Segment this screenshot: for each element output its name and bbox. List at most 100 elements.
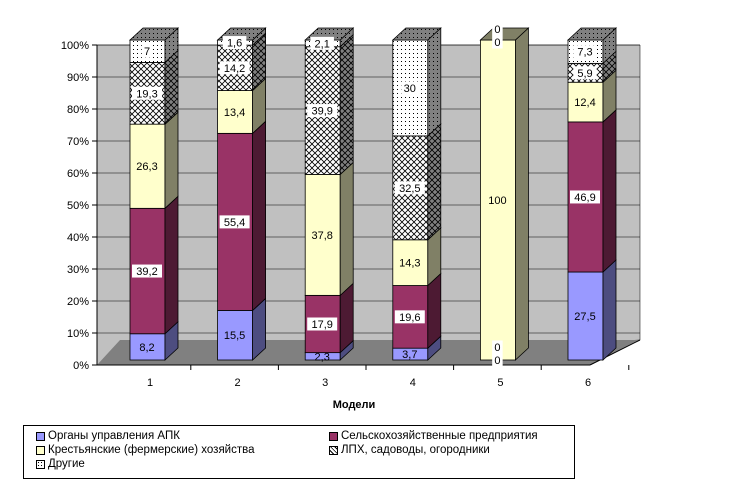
data-label-bg <box>401 81 419 95</box>
data-label-bg <box>219 61 250 75</box>
data-label: 2,3 <box>315 351 330 363</box>
legend-item: Другие <box>36 458 85 470</box>
data-label: 14,3 <box>399 258 420 270</box>
data-label: 32,5 <box>399 183 420 195</box>
data-label: 5,9 <box>577 68 592 80</box>
data-label: 0 <box>494 355 500 367</box>
bar-segment-side <box>164 49 179 126</box>
legend-swatch-crosshatch <box>329 445 338 455</box>
legend-item: ЛПХ, садоводы, огородники <box>329 444 490 456</box>
legend-label: Другие <box>48 458 85 470</box>
legend-swatch <box>36 431 45 441</box>
bar-top <box>391 27 442 41</box>
y-tick-label: 30% <box>67 264 89 276</box>
bar-segment-side <box>602 109 617 273</box>
data-label: 1,6 <box>227 38 242 50</box>
floor <box>97 340 640 365</box>
data-label: 15,5 <box>224 330 245 342</box>
data-label-bg <box>570 190 600 204</box>
data-label: 30 <box>404 83 416 95</box>
data-label: 27,5 <box>574 311 595 323</box>
data-label-bg <box>307 317 338 331</box>
legend: Органы управления АПК Сельскохозяйственны… <box>23 425 575 479</box>
data-label-bg <box>394 181 425 195</box>
legend-item: Органы управления АПК <box>36 430 180 442</box>
bar-segment <box>567 271 604 361</box>
data-label-bg <box>219 215 250 229</box>
data-label-bg <box>132 86 162 100</box>
data-label: 100 <box>488 195 506 207</box>
legend-item: Сельскохозяйственные предприятия <box>329 430 538 442</box>
data-label: 26,3 <box>136 161 157 173</box>
legend-item: Крестьянские (фермерские) хозяйства <box>36 444 254 456</box>
data-label-bg <box>310 36 334 50</box>
x-tick-label: 6 <box>585 377 591 389</box>
data-label-bg <box>492 35 503 49</box>
floor-edge <box>589 339 641 366</box>
bar-segment-side <box>602 259 617 361</box>
data-label: 7 <box>144 46 150 58</box>
bar-segment-side <box>339 33 354 176</box>
x-tick-label: 5 <box>497 377 503 389</box>
bar-segment-side <box>164 195 179 335</box>
data-label: 55,4 <box>224 217 245 229</box>
legend-label: Сельскохозяйственные предприятия <box>341 430 538 442</box>
legend-swatch <box>36 445 45 455</box>
data-label: 8,2 <box>139 342 154 354</box>
data-label: 39,2 <box>136 266 157 278</box>
data-label: 39,9 <box>311 106 332 118</box>
data-label-bg <box>394 310 425 324</box>
y-tick-label: 100% <box>61 40 89 52</box>
data-label-bg <box>141 44 153 58</box>
data-label-bg <box>492 340 503 354</box>
data-label: 3,7 <box>402 349 417 361</box>
legend-swatch <box>329 431 338 441</box>
data-label: 13,4 <box>224 107 245 119</box>
bar-segment-side <box>427 122 442 241</box>
y-tick-label: 40% <box>67 232 89 244</box>
bar-segment-side <box>164 111 179 210</box>
data-label: 12,4 <box>574 97 595 109</box>
bar-top <box>128 27 180 41</box>
bar-segment-side <box>427 272 442 350</box>
data-label: 17,9 <box>311 319 332 331</box>
data-label: 0 <box>494 24 500 36</box>
bar-segment-side <box>515 27 529 361</box>
data-label: 2,1 <box>315 38 330 50</box>
y-tick-label: 20% <box>67 296 89 308</box>
bar-segment-side <box>427 27 442 137</box>
legend-label: Органы управления АПК <box>48 430 180 442</box>
data-label-bg <box>573 45 597 59</box>
data-label: 37,8 <box>311 230 332 242</box>
data-label-bg <box>492 22 503 36</box>
x-tick-label: 1 <box>147 377 153 389</box>
y-tick-label: 50% <box>67 200 89 212</box>
y-tick-label: 10% <box>67 328 89 340</box>
data-label-bg <box>492 353 503 367</box>
data-label: 14,2 <box>224 63 245 75</box>
y-tick-label: 70% <box>67 136 89 148</box>
bar-segment-side <box>252 120 267 312</box>
bar-segment <box>217 90 254 134</box>
legend-swatch-dots <box>36 459 45 469</box>
data-label-bg <box>307 104 338 118</box>
stacked-bar-chart: 0% 10% 20% 30% 40% 50% 60% 70% 80% 90% 100% 1 8,2 39… <box>61 22 641 411</box>
data-label: 7,3 <box>577 47 592 59</box>
data-label-bg <box>573 66 597 80</box>
data-label: 46,9 <box>574 192 595 204</box>
y-tick-label: 90% <box>67 72 89 84</box>
y-tick-label: 80% <box>67 104 89 116</box>
bar-segment <box>304 173 341 296</box>
data-label: 0 <box>494 37 500 49</box>
x-tick-label: 4 <box>410 377 416 389</box>
x-axis-title: Модели <box>333 399 376 411</box>
bar-segment-side <box>339 161 354 297</box>
data-label: 0 <box>494 342 500 354</box>
y-tick-label: 0% <box>73 360 89 372</box>
data-label: 19,3 <box>136 88 157 100</box>
bar-top <box>566 27 618 41</box>
y-tick-label: 60% <box>67 168 89 180</box>
legend-label: Крестьянские (фермерские) хозяйства <box>48 444 255 456</box>
data-label: 19,6 <box>399 312 420 324</box>
data-label-bg <box>222 36 247 50</box>
